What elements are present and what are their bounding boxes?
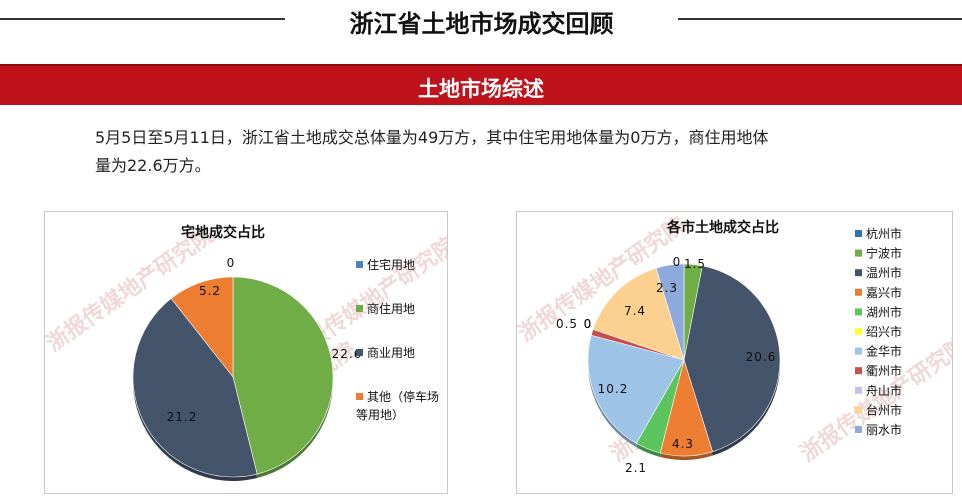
legend-swatch-绍兴市 bbox=[855, 328, 862, 335]
city-land-pie-chart: 浙报传媒地产研究院浙报传媒地产研究院浙报传媒地产研究院各市土地成交占比01.52… bbox=[517, 212, 952, 475]
legend-swatch-舟山市 bbox=[855, 386, 862, 394]
data-label-温州市: 20.6 bbox=[746, 350, 777, 364]
data-label-宁波市: 1.5 bbox=[684, 257, 706, 271]
legend-swatch-杭州市 bbox=[855, 230, 862, 237]
residential-land-chart-panel: 浙报传媒地产研究院浙报传媒地产研究院浙报传媒地产研究院宅地成交占比022.621… bbox=[44, 211, 448, 494]
chart-title: 各市土地成交占比 bbox=[666, 219, 779, 236]
city-land-chart-panel: 浙报传媒地产研究院浙报传媒地产研究院浙报传媒地产研究院各市土地成交占比01.52… bbox=[516, 211, 953, 494]
legend-swatch-衢州市 bbox=[855, 367, 862, 375]
page-title: 浙江省土地市场成交回顾 bbox=[349, 10, 614, 38]
data-label-衢州市: 0.5 bbox=[556, 317, 578, 331]
data-label-绍兴市: 0 bbox=[584, 317, 593, 331]
legend-label-杭州市: 杭州市 bbox=[866, 226, 902, 241]
legend-swatch-湖州市 bbox=[855, 308, 862, 316]
legend-swatch-台州市 bbox=[855, 406, 862, 414]
legend-swatch-商住用地 bbox=[356, 305, 363, 312]
section-banner: 土地市场综述 bbox=[0, 64, 962, 105]
title-row: 浙江省土地市场成交回顾 bbox=[0, 0, 962, 44]
data-label-台州市: 7.4 bbox=[624, 304, 646, 318]
legend-swatch-其他停车场等用地 bbox=[356, 393, 363, 400]
pie-slice-商住用地 bbox=[232, 276, 334, 475]
legend-label-金华市: 金华市 bbox=[866, 344, 902, 359]
legend-label-嘉兴市: 嘉兴市 bbox=[866, 285, 902, 300]
residential-land-pie-chart: 浙报传媒地产研究院浙报传媒地产研究院浙报传媒地产研究院宅地成交占比022.621… bbox=[45, 222, 447, 482]
legend-label-绍兴市: 绍兴市 bbox=[866, 324, 902, 339]
legend-label-舟山市: 舟山市 bbox=[866, 383, 902, 398]
legend-swatch-丽水市 bbox=[855, 426, 862, 433]
legend-label-住宅用地: 住宅用地 bbox=[367, 257, 415, 272]
legend-label-台州市: 台州市 bbox=[866, 402, 902, 417]
summary-line-2: 量为22.6万方。 bbox=[95, 156, 211, 175]
data-label-湖州市: 2.1 bbox=[625, 461, 647, 475]
legend-label-丽水市: 丽水市 bbox=[866, 422, 902, 437]
legend-label-宁波市: 宁波市 bbox=[866, 246, 902, 261]
legend-label-衢州市: 衢州市 bbox=[866, 363, 902, 378]
legend-label-湖州市: 湖州市 bbox=[866, 304, 902, 319]
summary-line-1: 5月5日至5月11日，浙江省土地成交总体量为49万方，其中住宅用地体量为0万方，… bbox=[95, 128, 769, 147]
pie-slice-丽水市 bbox=[655, 263, 685, 361]
legend-swatch-住宅用地 bbox=[356, 261, 363, 268]
title-divider-left bbox=[0, 18, 285, 20]
legend-swatch-金华市 bbox=[855, 347, 862, 355]
legend-swatch-商业用地 bbox=[356, 349, 363, 356]
legend-swatch-温州市 bbox=[855, 269, 862, 277]
legend-label-温州市: 温州市 bbox=[866, 265, 902, 280]
legend-swatch-嘉兴市 bbox=[855, 288, 862, 296]
pie-slice-温州市 bbox=[683, 265, 781, 453]
pie-slice-金华市 bbox=[587, 334, 685, 444]
data-label-商住用地: 22.6 bbox=[332, 347, 363, 361]
data-label-丽水市: 2.3 bbox=[656, 281, 678, 295]
pie-slice-台州市 bbox=[592, 267, 685, 361]
title-divider-right bbox=[678, 18, 962, 20]
legend-label-商住用地: 商住用地 bbox=[367, 301, 415, 316]
summary-paragraph: 5月5日至5月11日，浙江省土地成交总体量为49万方，其中住宅用地体量为0万方，… bbox=[95, 124, 895, 180]
data-label-住宅用地: 0 bbox=[227, 256, 236, 270]
legend-label-其他停车场等用地: 其他（停车场等用地） bbox=[356, 389, 439, 422]
pie-slice-商业用地 bbox=[132, 297, 258, 478]
pie-slice-其他停车场等用地 bbox=[170, 276, 234, 378]
chart-title: 宅地成交占比 bbox=[181, 224, 265, 241]
data-label-嘉兴市: 4.3 bbox=[672, 437, 694, 451]
section-title: 土地市场综述 bbox=[418, 77, 544, 101]
data-label-杭州市: 0 bbox=[673, 255, 682, 269]
legend-swatch-宁波市 bbox=[855, 249, 862, 257]
data-label-金华市: 10.2 bbox=[598, 382, 629, 396]
data-label-舟山市: 0 bbox=[584, 317, 593, 331]
data-label-其他停车场等用地: 5.2 bbox=[199, 284, 221, 298]
data-label-商业用地: 21.2 bbox=[167, 410, 198, 424]
legend-label-商业用地: 商业用地 bbox=[367, 345, 415, 360]
